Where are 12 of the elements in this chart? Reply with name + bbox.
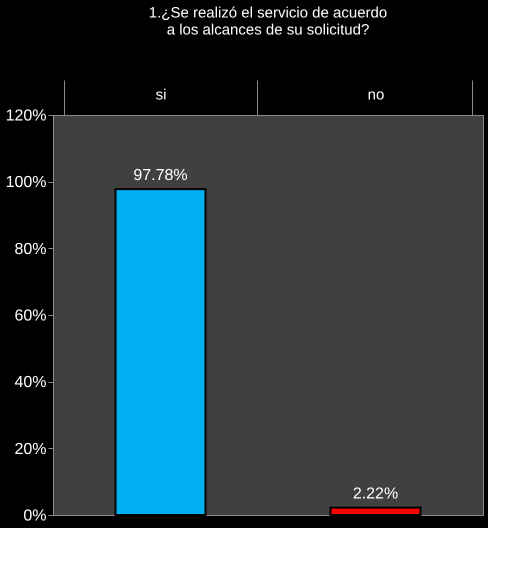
x-tick-label: no	[368, 86, 384, 104]
data-label: 2.22%	[352, 486, 398, 503]
y-tick-label: 100%	[6, 174, 46, 192]
y-tick-label: 40%	[14, 374, 46, 392]
y-tick-label: 60%	[14, 308, 46, 324]
x-tick-label: si	[156, 86, 166, 104]
data-label: 97.78%	[133, 167, 188, 184]
y-tick-label: 20%	[14, 440, 46, 458]
y-tick-label: 0%	[23, 508, 46, 524]
y-tick-label: 120%	[6, 108, 46, 124]
chart-title: 1.¿Se realizó el servicio de acuerdo a los alcances de su solicitud?	[148, 4, 388, 38]
y-tick-label: 80%	[14, 240, 46, 258]
